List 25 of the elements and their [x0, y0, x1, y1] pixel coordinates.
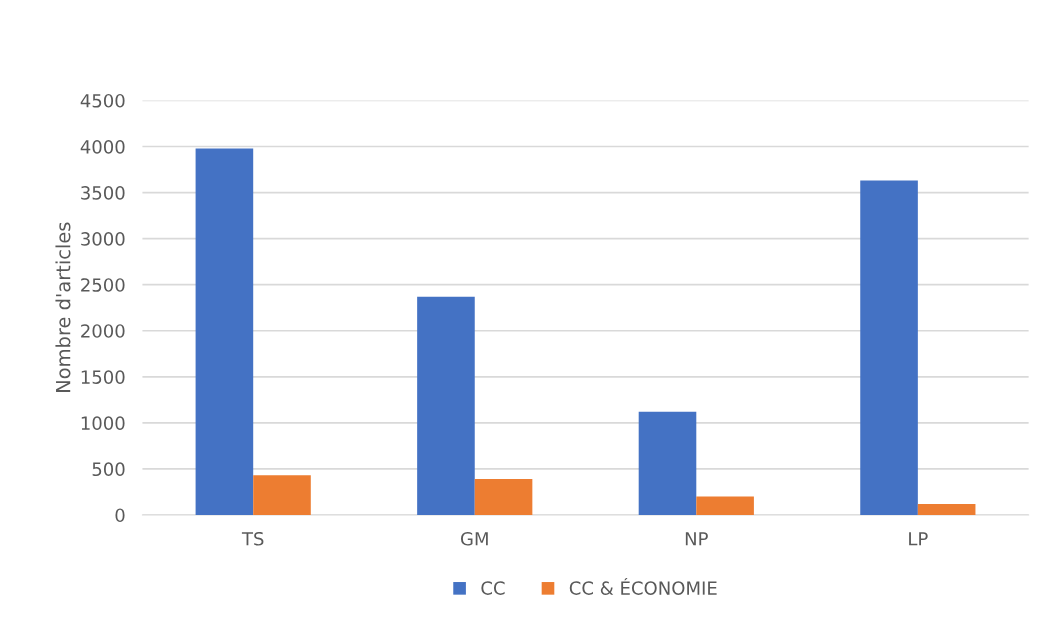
x-tick-label: LP [909, 532, 928, 546]
bar [860, 180, 918, 515]
legend-label: CC [481, 581, 505, 595]
bar [638, 411, 697, 515]
bar [195, 148, 254, 515]
y-tick-label: 2000 [81, 324, 125, 338]
y-tick-label: 1000 [81, 416, 125, 430]
x-tick-label: TS [241, 531, 264, 546]
legend-label: CC & ÉCONOMIE [569, 577, 717, 595]
y-tick-label: 4500 [80, 93, 125, 108]
y-tick-label: 2500 [81, 278, 125, 292]
y-tick-label: 500 [92, 462, 125, 477]
y-tick-label: 3500 [81, 186, 125, 200]
bar [253, 475, 311, 515]
y-tick-label: 4000 [80, 139, 125, 154]
bar [417, 296, 475, 515]
bar [917, 503, 976, 515]
x-tick-label: NP [685, 532, 708, 546]
y-axis-title: Nombre d'articles [55, 222, 71, 392]
y-tick-label: 0 [115, 508, 125, 523]
y-tick-label: 3000 [81, 232, 125, 246]
y-tick-label: 1500 [81, 370, 125, 384]
x-tick-label: GM [460, 531, 488, 546]
bar [696, 496, 754, 515]
bar [474, 479, 533, 515]
